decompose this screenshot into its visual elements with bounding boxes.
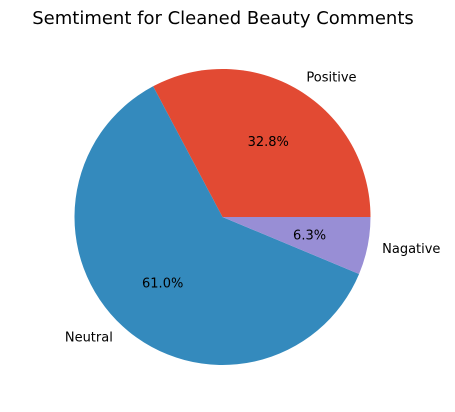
slice-label-neutral: Neutral [65, 330, 113, 345]
slice-label-nagative: Nagative [382, 242, 440, 257]
pie-slices [74, 69, 371, 366]
slice-percent-positive: 32.8% [248, 135, 289, 150]
slice-percent-nagative: 6.3% [293, 228, 326, 243]
pie-slice-positive [153, 69, 371, 217]
slice-percent-neutral: 61.0% [142, 277, 183, 292]
slice-label-positive: Positive [306, 70, 356, 85]
pie-slice-nagative [222, 217, 371, 275]
pie-slice-neutral [74, 86, 360, 366]
pie-labels: Positive 32.8% Neutral 61.0% Nagative 6.3% [65, 70, 441, 345]
chart-title: Semtiment for Cleaned Beauty Comments [32, 8, 414, 29]
